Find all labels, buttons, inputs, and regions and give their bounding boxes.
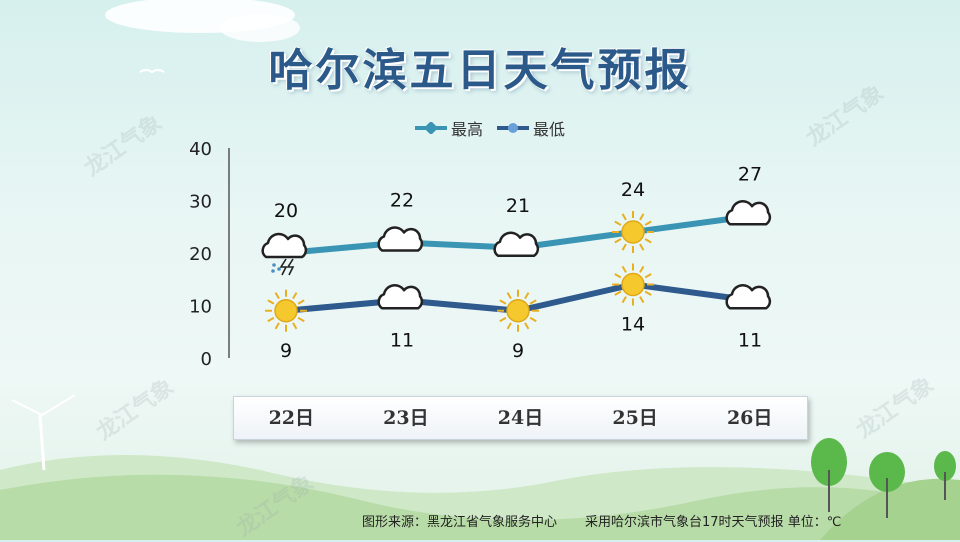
day-label: 24日	[497, 407, 544, 429]
sun-ray	[274, 322, 280, 330]
rain-drop	[277, 267, 281, 271]
thunderstorm-icon	[261, 232, 308, 276]
cloud-shape	[725, 284, 772, 310]
sun-disc	[621, 220, 645, 244]
cloud-icon	[377, 226, 424, 252]
sun-ray	[297, 316, 305, 323]
sun-icon	[612, 263, 654, 306]
sun-icon	[265, 289, 307, 332]
sun-ray	[524, 292, 530, 300]
data-label: 11	[390, 329, 414, 351]
day-labels-panel: 22日 23日 24日 25日 26日	[233, 396, 808, 440]
sun-ray	[614, 290, 622, 296]
chart-title: 哈尔滨五日天气预报	[268, 45, 692, 96]
data-label: 9	[512, 340, 524, 362]
sun-disc	[506, 299, 530, 323]
y-tick-label: 40	[189, 139, 212, 160]
day-label: 23日	[383, 407, 429, 429]
legend-item-low: 最低	[497, 116, 565, 140]
sun-ray	[639, 213, 645, 221]
data-label: 21	[506, 195, 530, 217]
sun-ray	[292, 292, 298, 300]
sun-ray	[621, 296, 627, 304]
sun-ray	[614, 220, 622, 226]
data-label: 14	[621, 314, 645, 336]
footer-source: 图形来源：黑龙江省气象服务中心	[362, 515, 558, 530]
sun-ray	[644, 290, 652, 296]
cloud-shape	[725, 200, 772, 226]
sun-ray	[621, 243, 627, 251]
cloud-shape	[261, 232, 308, 259]
sun-ray	[621, 265, 627, 273]
sun-ray	[292, 322, 298, 330]
y-tick-label: 0	[201, 349, 212, 370]
legend-label-high: 最高	[451, 120, 484, 139]
sun-ray	[644, 273, 652, 279]
sun-ray	[621, 213, 627, 221]
sun-ray	[267, 316, 275, 323]
sun-ray	[529, 299, 537, 305]
sun-ray	[506, 292, 512, 300]
cloud-icon	[493, 231, 540, 257]
y-tick-label: 30	[189, 192, 212, 213]
day-label: 22日	[268, 407, 315, 429]
rain-drop	[272, 263, 276, 267]
sun-ray	[267, 299, 275, 305]
sun-ray	[297, 299, 305, 305]
data-label: 27	[738, 163, 762, 185]
legend-swatch-high	[415, 122, 447, 134]
data-label: 20	[274, 200, 298, 222]
cloud-shape	[377, 284, 424, 310]
lightning-bolt	[279, 258, 295, 276]
footer-note: 采用哈尔滨市气象台17时天气预报 单位：℃	[585, 515, 842, 530]
cloud-icon	[725, 200, 772, 226]
sun-disc	[274, 299, 298, 323]
sun-ray	[529, 316, 537, 323]
footer: 图形来源：黑龙江省气象服务中心 采用哈尔滨市气象台17时天气预报 单位：℃	[362, 511, 841, 530]
y-tick-label: 10	[189, 297, 212, 318]
legend-label-low: 最低	[533, 120, 566, 139]
rain-drop	[271, 269, 275, 273]
sun-ray	[506, 322, 512, 330]
sun-ray	[639, 243, 645, 251]
day-label: 25日	[612, 407, 658, 429]
cloud-icon	[725, 284, 772, 310]
sun-ray	[499, 316, 507, 323]
y-tick-label: 20	[189, 244, 212, 265]
sun-icon	[612, 211, 654, 253]
data-label: 24	[621, 179, 645, 201]
sun-icon	[497, 289, 539, 332]
data-label: 22	[390, 190, 414, 212]
sun-ray	[644, 238, 652, 244]
day-label: 26日	[726, 407, 773, 429]
sun-ray	[644, 220, 652, 226]
data-label: 11	[738, 329, 762, 351]
chart-legend: 最高 最低	[415, 116, 565, 140]
legend-item-high: 最高	[415, 116, 483, 140]
sun-ray	[639, 265, 645, 273]
sun-ray	[639, 296, 645, 304]
data-label: 9	[280, 340, 292, 362]
sun-ray	[614, 238, 622, 244]
sun-ray	[524, 322, 530, 330]
cloud-icon	[377, 284, 424, 310]
sun-ray	[499, 299, 507, 305]
sun-ray	[614, 273, 622, 279]
cloud-shape	[493, 231, 540, 257]
cloud-shape	[377, 226, 424, 252]
sun-ray	[274, 292, 280, 300]
sun-disc	[621, 272, 645, 297]
legend-swatch-low	[497, 123, 530, 133]
